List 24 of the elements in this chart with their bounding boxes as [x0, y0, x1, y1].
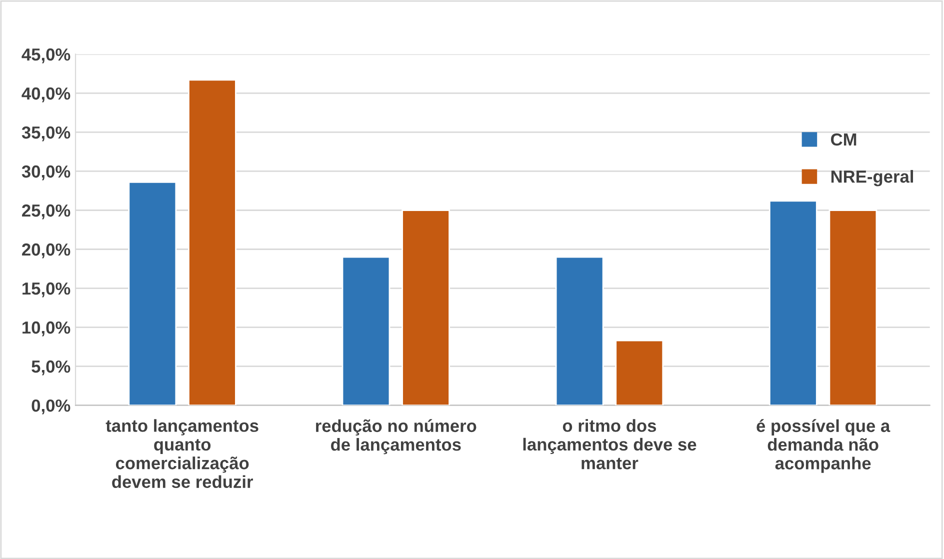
bar [402, 210, 450, 406]
x-tick-label: o ritmo dos lançamentos deve se manter [523, 419, 696, 470]
y-tick-label: 45,0% [22, 48, 70, 64]
y-tick-label: 5,0% [32, 360, 70, 376]
y-tick-label: 25,0% [22, 204, 70, 220]
legend-label: CM [831, 133, 856, 146]
y-tick-label: 20,0% [22, 243, 70, 258]
y-tick-label: 0,0% [32, 399, 70, 414]
bar [128, 181, 177, 406]
bar [342, 256, 390, 406]
y-tick-label: 30,0% [22, 165, 70, 180]
x-tick-label: redução no número de lançamentos [316, 419, 476, 454]
bar [555, 256, 604, 406]
x-tick-label: tanto lançamentos quanto comercialização devem se reduzir [106, 419, 258, 488]
y-tick-label: 35,0% [22, 126, 70, 142]
y-tick-label: 10,0% [22, 321, 70, 336]
bar [768, 200, 818, 406]
legend-label: NRE-geral [831, 170, 913, 186]
y-tick-label: 40,0% [22, 87, 70, 102]
y-tick-label: 15,0% [22, 282, 70, 298]
x-tick-label: é possível que a demanda não acompanhe [756, 419, 890, 473]
bar [188, 79, 236, 406]
bar [615, 340, 664, 406]
bar [828, 210, 878, 406]
